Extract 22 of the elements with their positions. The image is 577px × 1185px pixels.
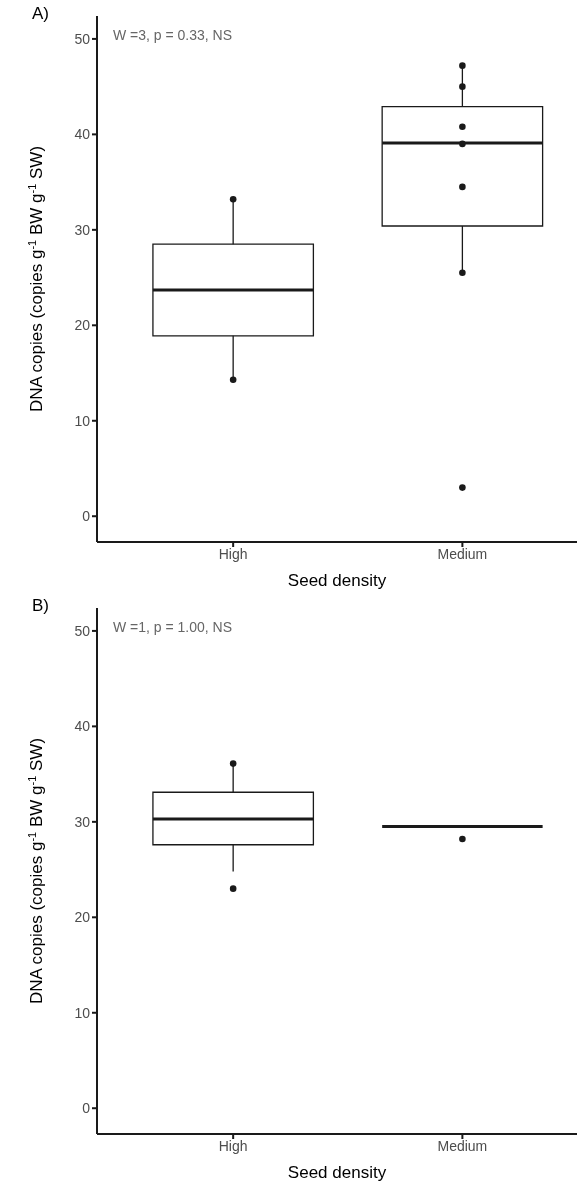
y-tick-label: 40 (74, 718, 91, 735)
annotation: W =1, p = 1.00, NS (113, 619, 233, 635)
y-tick-label: 0 (82, 1100, 91, 1117)
y-tick-label: 20 (74, 317, 91, 334)
y-tick-label: 30 (74, 813, 91, 830)
chart-title: A) (32, 4, 49, 24)
y-tick-label: 30 (74, 221, 91, 238)
y-tick-label: 50 (74, 622, 91, 639)
y-tick-label: 0 (82, 508, 91, 525)
chart-title: B) (32, 596, 49, 616)
x-axis-title: Seed density (287, 571, 387, 590)
y-tick-label: 50 (74, 30, 91, 47)
x-tick-label: Medium (437, 1137, 488, 1154)
y-tick-label: 20 (74, 909, 91, 926)
x-axis-title: Seed density (287, 1163, 387, 1182)
x-tick-label: High (218, 545, 248, 562)
annotation: W =3, p = 0.33, NS (113, 27, 233, 43)
y-tick-label: 40 (74, 126, 91, 143)
y-tick-label: 10 (74, 412, 91, 429)
x-tick-label: High (218, 1137, 248, 1154)
x-tick-label: Medium (437, 545, 488, 562)
y-tick-label: 10 (74, 1004, 91, 1021)
